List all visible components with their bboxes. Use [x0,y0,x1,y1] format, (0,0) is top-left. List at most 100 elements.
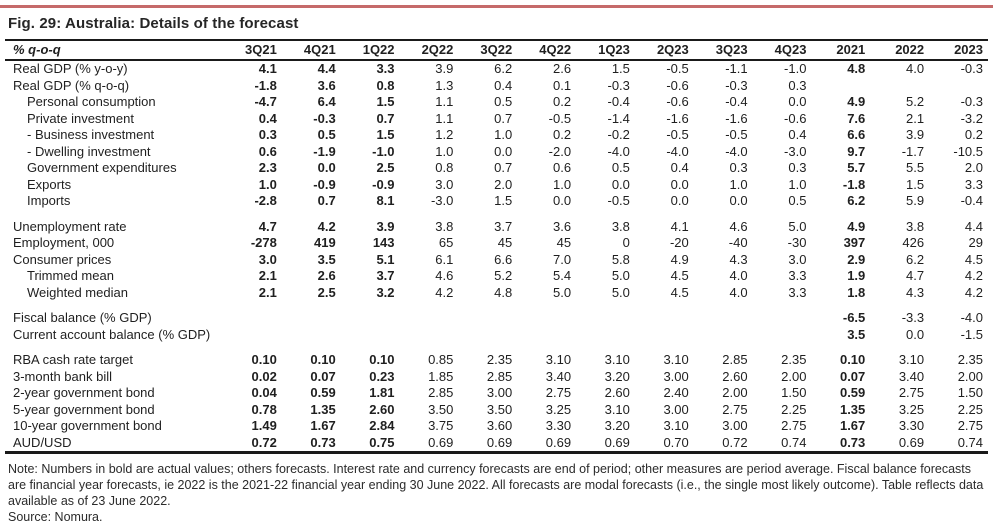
row-label: Trimmed mean [27,268,114,283]
data-cell: 0.0 [494,143,513,159]
data-cell: 2.25 [781,401,807,417]
data-cell: 0.7 [317,193,336,208]
data-cell: 0.8 [376,77,395,93]
row-label: Government expenditures [27,160,177,175]
table-row: AUD/USD 0.72 0.73 0.75 0.69 0.69 0.69 0.69 0.70 0… [5,435,988,453]
data-cell [341,310,400,327]
data-cell: 4.9 [847,94,866,109]
data-cell: 6.2 [847,193,866,208]
table-row: Consumer prices 3.0 3.5 5.1 6.1 6.6 7.0 5.8 4.9 4… [5,252,988,269]
data-cell: 0.73 [839,434,866,450]
row-label: Personal consumption [27,94,156,109]
row-label: - Business investment [27,127,155,142]
data-cell [576,310,635,327]
data-cell: 3.0 [788,251,807,267]
data-cell: 0.3 [729,160,748,175]
data-cell: -4.0 [725,143,748,159]
column-header-2023: 2023 [929,40,988,61]
data-cell: 8.1 [376,193,395,208]
data-cell: 0.4 [788,127,807,142]
data-cell: 3.3 [788,268,807,283]
data-cell: -1.0 [372,143,395,159]
data-cell: 0.0 [670,193,689,208]
row-label: Exports [27,176,72,192]
data-cell: 4.7 [906,268,925,283]
data-cell: 2.00 [722,385,748,400]
column-header-3q22: 3Q22 [458,40,518,61]
table-row: Exports 1.0 -0.9 -0.9 3.0 2.0 1.0 0.0 0.0 1.0 1.0 -… [5,177,988,194]
data-cell: 2.6 [552,61,572,76]
data-cell [458,310,517,327]
data-cell: 2.60 [369,401,395,417]
data-cell: 2.40 [663,385,689,400]
table-row: Fiscal balance (% GDP) -6.5 -3.3 -4.0 [5,310,988,327]
forecast-table: % q-o-q 3Q21 4Q21 1Q22 2Q22 3Q22 4Q22 1Q23 2Q23… [5,39,988,454]
column-header-2022: 2022 [870,40,930,61]
data-cell: 2.84 [369,418,395,433]
row-label: Unemployment rate [13,218,127,234]
data-cell: 1.35 [839,401,866,417]
data-cell: -0.9 [372,176,395,192]
data-cell: -1.7 [901,143,925,159]
data-cell [753,327,812,344]
table-row: 2-year government bond 0.04 0.59 1.81 2.85 3.… [5,385,988,402]
source-text: Source: Nomura. [8,510,103,524]
data-cell: -1.8 [842,176,866,192]
data-cell: 2.0 [494,176,513,192]
data-cell: 1.5 [494,193,513,208]
figure-title: Fig. 29: Australia: Details of the forec… [8,15,299,32]
data-cell: -1.6 [666,110,689,126]
table-row: Current account balance (% GDP) 3.5 0.0 -1.… [5,327,988,344]
footnote-block: Note: Numbers in bold are actual values;… [8,461,987,525]
data-cell: 0.0 [788,94,807,109]
data-cell: 3.8 [611,218,630,234]
data-cell: 5.5 [906,160,925,175]
data-cell: 1.81 [369,385,395,400]
data-cell: 1.3 [435,77,454,93]
data-cell: 2.60 [604,385,630,400]
data-cell: 0.59 [310,385,336,400]
data-cell: 5.8 [611,251,630,267]
data-cell: 6.6 [494,251,513,267]
data-cell: 4.1 [258,61,277,76]
data-cell: 4.6 [435,268,454,283]
data-cell: 1.0 [435,143,454,159]
data-cell: 1.0 [552,176,572,192]
data-cell: 3.40 [545,368,572,384]
data-cell: 45 [556,235,572,250]
data-cell [282,310,341,327]
data-cell: 1.0 [258,176,277,192]
column-header-2q23: 2Q23 [634,40,694,61]
data-cell: 4.4 [964,218,983,234]
data-cell [517,310,576,327]
data-cell: 5.4 [552,268,572,283]
data-cell: 3.8 [906,218,925,234]
data-cell: 0.2 [964,127,983,142]
data-cell: 4.2 [964,268,983,283]
data-cell: 1.50 [781,385,807,400]
data-cell: 3.10 [604,352,630,367]
data-cell: 0 [622,235,630,250]
data-cell: 2.3 [258,160,277,175]
section-gap [5,301,988,310]
data-cell: 0.75 [369,434,395,450]
data-cell: 3.10 [604,401,630,417]
data-cell: 3.5 [317,251,336,267]
data-cell: 2.75 [898,385,925,400]
data-cell: 1.1 [435,94,454,109]
data-cell: 4.5 [670,268,689,283]
data-cell: 7.6 [847,110,866,126]
table-row: 10-year government bond 1.49 1.67 2.84 3.75 3… [5,418,988,435]
data-cell: 2.75 [545,385,572,400]
data-cell: 3.25 [898,401,925,417]
row-label: RBA cash rate target [13,352,133,367]
data-cell: -1.4 [607,110,630,126]
data-cell: 0.10 [839,352,866,367]
data-cell: 3.6 [317,77,336,93]
data-cell: 3.9 [435,61,454,76]
data-cell: 4.2 [435,284,454,300]
data-cell: 5.0 [611,284,630,300]
table-row: RBA cash rate target 0.10 0.10 0.10 0.85 2.35… [5,352,988,369]
data-cell: 3.8 [435,218,454,234]
data-cell: 0.72 [251,434,277,450]
